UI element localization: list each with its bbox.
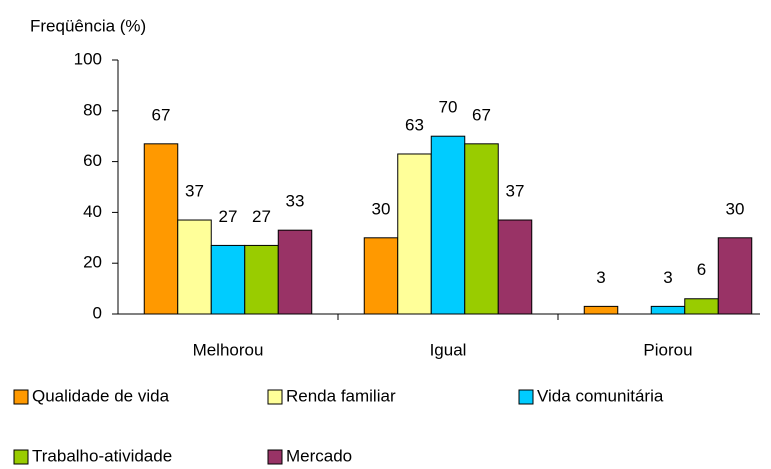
legend-swatch (13, 389, 29, 405)
y-tick-label: 40 (83, 202, 102, 221)
x-tick-label: Igual (430, 340, 467, 359)
x-tick-label: Melhorou (193, 340, 264, 359)
data-label: 63 (405, 115, 424, 134)
bar (210, 244, 246, 315)
y-tick-label: 60 (83, 151, 102, 170)
bar (430, 135, 466, 315)
data-label: 6 (697, 260, 706, 279)
bar (464, 143, 499, 315)
legend-label: Mercado (286, 446, 352, 465)
bar (583, 305, 619, 315)
bar (363, 237, 399, 315)
data-label: 3 (596, 268, 605, 287)
bar (244, 244, 279, 315)
data-label: 27 (252, 207, 271, 226)
legend-swatch (267, 389, 283, 405)
data-label: 67 (472, 105, 491, 124)
legend-label: Trabalho-atividade (32, 446, 172, 465)
data-label: 3 (663, 268, 672, 287)
legend-label: Vida comunitária (537, 386, 664, 405)
y-tick-label: 100 (74, 49, 102, 68)
legend-label: Qualidade de vida (32, 386, 170, 405)
data-label: 37 (185, 182, 204, 201)
x-tick-label: Piorou (643, 340, 692, 359)
legend-label: Renda familiar (286, 386, 396, 405)
legend-swatch (518, 389, 534, 405)
legend-swatch (13, 449, 29, 465)
data-label: 33 (286, 192, 305, 211)
bar (497, 219, 533, 315)
bar (684, 298, 719, 315)
data-label: 67 (152, 105, 171, 124)
y-tick-label: 0 (93, 303, 102, 322)
y-tick-label: 20 (83, 253, 102, 272)
legend-swatch (267, 449, 283, 465)
bar (397, 153, 432, 315)
data-label: 30 (726, 199, 745, 218)
bar (177, 219, 212, 315)
data-label: 37 (506, 182, 525, 201)
y-axis-label: Freqüência (%) (30, 16, 146, 35)
bar (650, 305, 686, 315)
data-label: 30 (372, 199, 391, 218)
data-label: 70 (439, 98, 458, 117)
bar (277, 229, 313, 315)
data-label: 27 (219, 207, 238, 226)
y-tick-label: 80 (83, 100, 102, 119)
bar (717, 237, 753, 315)
bar (143, 143, 179, 315)
